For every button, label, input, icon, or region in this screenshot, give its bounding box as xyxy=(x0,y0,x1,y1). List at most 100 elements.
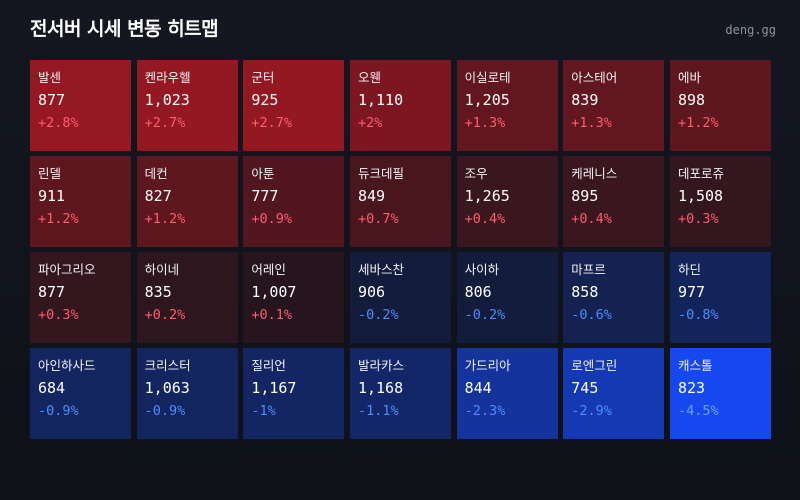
server-name: 듀크데필 xyxy=(357,166,404,181)
server-price: 823 xyxy=(677,379,706,397)
heatmap-cell[interactable]: 아스테어 839 +1.3% xyxy=(563,60,665,151)
heatmap-cell[interactable]: 군터 925 +2.7% xyxy=(243,60,345,151)
server-price: 898 xyxy=(677,91,706,109)
heatmap-cell[interactable]: 이실로테 1,205 +1.3% xyxy=(456,60,558,151)
heatmap-cell[interactable]: 아인하사드 684 -0.9% xyxy=(30,348,131,439)
price-change: +0.1% xyxy=(251,307,292,323)
server-price: 1,110 xyxy=(357,91,404,109)
server-name: 에바 xyxy=(677,70,701,85)
heatmap-cell[interactable]: 로엔그린 745 -2.9% xyxy=(563,348,665,439)
price-change: -1.1% xyxy=(357,403,399,419)
heatmap-cell[interactable]: 데컨 827 +1.2% xyxy=(136,156,238,247)
server-name: 데컨 xyxy=(144,166,168,181)
server-price: 839 xyxy=(571,91,599,109)
heatmap-cell[interactable]: 케레니스 895 +0.4% xyxy=(563,156,665,247)
server-name: 아인하사드 xyxy=(38,358,96,373)
heatmap-cell[interactable]: 켄라우헬 1,023 +2.7% xyxy=(136,60,238,151)
server-name: 로엔그린 xyxy=(571,358,618,373)
price-change: -0.2% xyxy=(357,307,399,323)
heatmap-cell[interactable]: 아툰 777 +0.9% xyxy=(243,156,345,247)
heatmap-cell[interactable]: 린델 911 +1.2% xyxy=(30,156,131,247)
server-name: 사이하 xyxy=(464,262,500,277)
heatmap-cell[interactable]: 가드리아 844 -2.3% xyxy=(456,348,558,439)
price-change: -2.3% xyxy=(464,403,506,419)
heatmap-cell[interactable]: 질리언 1,167 -1% xyxy=(243,348,345,439)
server-price: 877 xyxy=(38,283,66,301)
server-price: 1,265 xyxy=(464,187,510,205)
server-name: 아툰 xyxy=(251,166,275,181)
server-name: 가드리아 xyxy=(464,358,511,373)
server-price: 745 xyxy=(571,379,599,397)
server-name: 어레인 xyxy=(251,262,286,277)
price-change: +0.4% xyxy=(571,211,612,227)
heatmap-cell[interactable]: 어레인 1,007 +0.1% xyxy=(243,252,345,343)
price-change: +1.2% xyxy=(144,211,186,227)
heatmap-cell[interactable]: 세바스찬 906 -0.2% xyxy=(349,252,451,343)
price-change: -2.9% xyxy=(571,403,612,419)
server-price: 895 xyxy=(571,187,599,205)
price-change: -4.5% xyxy=(677,403,719,419)
heatmap-cell[interactable]: 파아그리오 877 +0.3% xyxy=(30,252,131,343)
heatmap-cell[interactable]: 하딘 977 -0.8% xyxy=(669,252,771,343)
price-change: +0.3% xyxy=(677,211,719,227)
server-price: 806 xyxy=(464,283,492,301)
price-change: -1% xyxy=(251,403,276,419)
server-price: 977 xyxy=(677,283,706,301)
heatmap-cell[interactable]: 발라카스 1,168 -1.1% xyxy=(349,348,451,439)
server-price: 1,167 xyxy=(251,379,297,397)
price-change: +0.7% xyxy=(357,211,399,227)
price-change: +1.3% xyxy=(464,115,506,131)
server-name: 린델 xyxy=(38,166,62,181)
page-title: 전서버 시세 변동 히트맵 xyxy=(30,18,219,40)
heatmap-cell[interactable]: 하이네 835 +0.2% xyxy=(136,252,238,343)
heatmap-cell[interactable]: 오웬 1,110 +2% xyxy=(349,60,451,151)
server-name: 세바스찬 xyxy=(357,262,404,277)
server-price: 1,007 xyxy=(251,283,297,301)
server-price: 925 xyxy=(251,91,279,109)
price-change: +2.7% xyxy=(144,115,186,131)
server-price: 1,023 xyxy=(144,91,190,109)
price-change: +2.7% xyxy=(251,115,292,131)
server-name: 발라카스 xyxy=(357,358,404,373)
server-price: 911 xyxy=(38,187,66,205)
server-name: 질리언 xyxy=(251,358,286,373)
server-name: 캐스톨 xyxy=(677,358,713,373)
heatmap-grid: 발센 877 +2.8% 켄라우헬 1,023 +2.7% 군터 925 +2.7% 오웬 1,11… xyxy=(30,60,771,439)
price-change: -0.6% xyxy=(571,307,612,323)
server-price: 1,508 xyxy=(677,187,724,205)
server-name: 크리스터 xyxy=(144,358,191,373)
server-price: 835 xyxy=(144,283,172,301)
server-price: 858 xyxy=(571,283,599,301)
price-change: +1.2% xyxy=(677,115,719,131)
server-price: 1,205 xyxy=(464,91,510,109)
server-price: 777 xyxy=(251,187,279,205)
heatmap-cell[interactable]: 캐스톨 823 -4.5% xyxy=(669,348,771,439)
heatmap-cell[interactable]: 사이하 806 -0.2% xyxy=(456,252,558,343)
server-name: 조우 xyxy=(464,166,488,181)
price-change: +0.3% xyxy=(38,307,79,323)
price-change: +2% xyxy=(357,115,383,131)
heatmap-cell[interactable]: 듀크데필 849 +0.7% xyxy=(349,156,451,247)
heatmap-cell[interactable]: 에바 898 +1.2% xyxy=(669,60,771,151)
server-name: 파아그리오 xyxy=(38,262,96,277)
server-price: 849 xyxy=(357,187,386,205)
heatmap-cell[interactable]: 마프르 858 -0.6% xyxy=(563,252,665,343)
server-price: 906 xyxy=(357,283,386,301)
price-change: +0.4% xyxy=(464,211,506,227)
header: 전서버 시세 변동 히트맵 deng.gg xyxy=(30,14,776,46)
server-price: 844 xyxy=(464,379,492,397)
price-change: +2.8% xyxy=(38,115,79,131)
heatmap-cell[interactable]: 발센 877 +2.8% xyxy=(30,60,131,151)
server-price: 827 xyxy=(144,187,172,205)
server-name: 이실로테 xyxy=(464,70,511,85)
server-name: 군터 xyxy=(251,70,275,85)
server-name: 켄라우헬 xyxy=(144,70,191,85)
heatmap-cell[interactable]: 조우 1,265 +0.4% xyxy=(456,156,558,247)
price-change: -0.8% xyxy=(677,307,719,323)
heatmap-cell[interactable]: 크리스터 1,063 -0.9% xyxy=(136,348,238,439)
server-name: 발센 xyxy=(38,70,62,85)
server-name: 하이네 xyxy=(144,262,180,277)
server-name: 마프르 xyxy=(571,262,606,277)
price-change: +0.9% xyxy=(251,211,292,227)
heatmap-cell[interactable]: 데포로쥬 1,508 +0.3% xyxy=(669,156,771,247)
